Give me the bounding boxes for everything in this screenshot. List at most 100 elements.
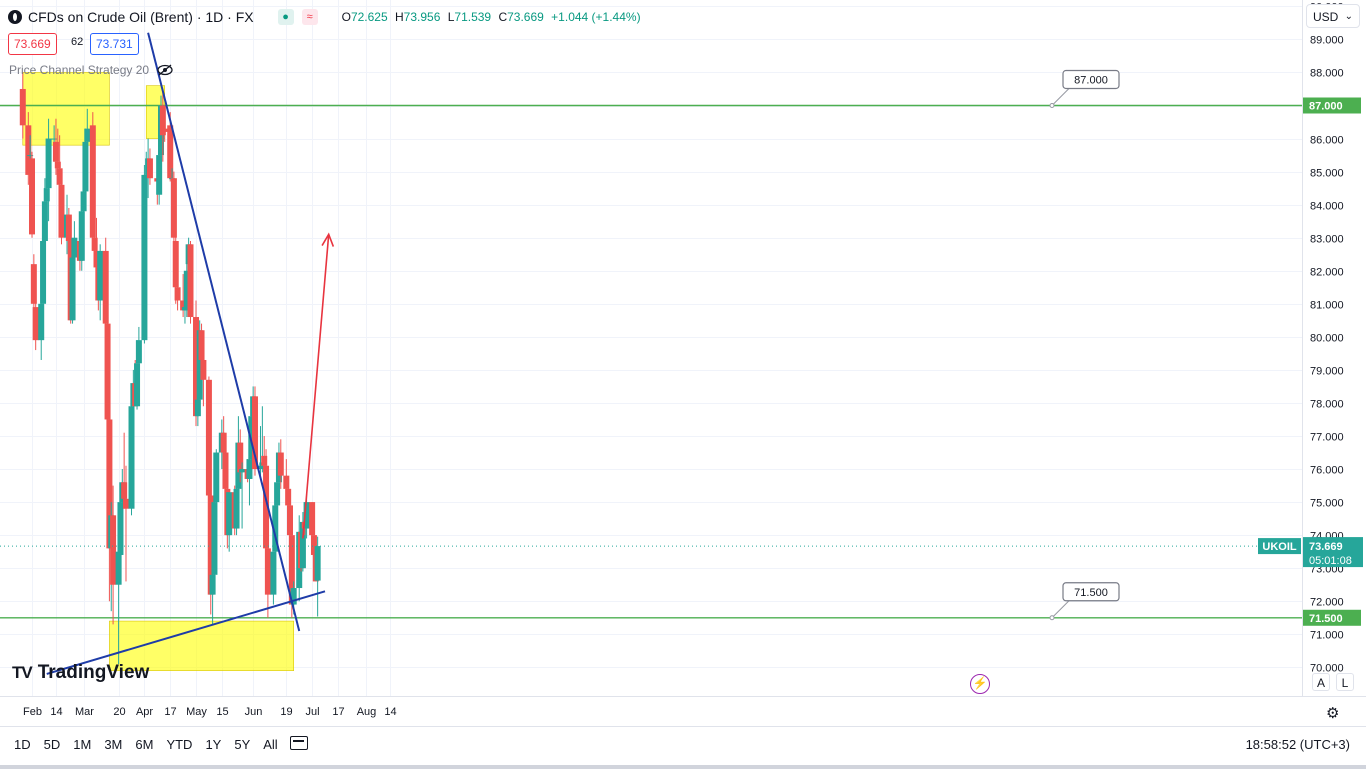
x-tick-label: 15: [216, 706, 228, 718]
candle-up: [115, 551, 122, 585]
candle-down: [161, 128, 168, 132]
candle-down: [54, 161, 61, 169]
symbol-tag: [1258, 538, 1301, 555]
chevron-down-icon: ⌄: [1344, 11, 1353, 22]
symbol-title[interactable]: CFDs on Crude Oil (Brent) · 1D · FX: [28, 9, 254, 25]
y-tick-label: 84.000: [1310, 201, 1344, 213]
candle-down: [287, 505, 293, 536]
tradingview-logo[interactable]: TV TradingView: [12, 662, 149, 684]
candle-down: [187, 244, 194, 318]
candle-down: [193, 317, 200, 417]
log-scale-button[interactable]: L: [1336, 673, 1354, 691]
candle-up: [239, 469, 246, 473]
callout-anchor: [1049, 615, 1055, 621]
candle-up: [314, 546, 321, 581]
candle-down: [220, 432, 227, 453]
candle-down: [251, 396, 258, 470]
current-price-label: 73.669: [1309, 541, 1343, 553]
eye-off-icon[interactable]: [157, 64, 173, 76]
range-5d[interactable]: 5D: [43, 737, 61, 752]
y-tick-label: 76.000: [1310, 465, 1344, 477]
candle-up: [135, 340, 142, 364]
callout-box: [1062, 69, 1120, 90]
candle-up: [141, 174, 148, 341]
candle-down: [288, 535, 295, 605]
range-5y[interactable]: 5Y: [234, 737, 251, 752]
candle-down: [56, 168, 63, 185]
candle-down: [25, 125, 32, 175]
settings-gear-icon[interactable]: ⚙: [1326, 705, 1340, 722]
level-axis-label: 87.000: [1309, 101, 1343, 113]
candle-down: [222, 452, 229, 489]
auto-scale-button[interactable]: A: [1312, 673, 1330, 691]
clock[interactable]: 18:58:52 (UTC+3): [1245, 737, 1350, 752]
y-tick-label: 80.000: [1310, 333, 1344, 345]
x-tick-label: Feb: [23, 706, 42, 718]
candle-up: [51, 138, 58, 140]
candle-down: [261, 455, 268, 466]
range-3m[interactable]: 3M: [104, 737, 123, 752]
target-arrow-head: [321, 232, 335, 247]
candle-down: [205, 379, 212, 496]
callout-anchor: [1049, 103, 1055, 108]
x-tick-label: Mar: [75, 706, 94, 718]
candle-up: [40, 241, 47, 304]
tv-logo-icon: TV: [12, 663, 33, 682]
x-tick-label: Apr: [136, 706, 153, 718]
candle-up: [45, 138, 52, 189]
candle-down: [207, 495, 214, 595]
candle-down: [198, 330, 205, 360]
range-ytd[interactable]: YTD: [166, 737, 193, 752]
indicator-visibility-icon[interactable]: ●: [277, 9, 294, 25]
range-all[interactable]: All: [263, 737, 278, 752]
sell-button[interactable]: 73.669: [8, 33, 57, 55]
range-1d[interactable]: 1D: [14, 737, 31, 752]
y-tick-label: 78.000: [1310, 399, 1344, 411]
countdown-label: 05:01:08: [1309, 555, 1352, 567]
candle-up: [156, 155, 163, 195]
y-tick-label: 88.000: [1310, 68, 1344, 80]
candle-down: [93, 250, 100, 268]
range-1m[interactable]: 1M: [73, 737, 92, 752]
high-value: 73.956: [403, 10, 441, 24]
level-axis-label: 71.500: [1309, 613, 1343, 625]
callout-pointer: [1051, 600, 1070, 619]
callout-pointer: [1051, 88, 1070, 106]
indicator-wave-icon[interactable]: ≈: [301, 9, 318, 25]
target-arrow-line: [302, 234, 330, 539]
candle-down: [58, 184, 65, 238]
candle-up: [194, 399, 201, 417]
candle-up: [209, 574, 216, 595]
y-tick-label: 71.000: [1310, 630, 1344, 642]
candle-down: [172, 241, 179, 288]
range-6m[interactable]: 6M: [135, 737, 154, 752]
current-price-badge: [1303, 537, 1363, 568]
candle-up: [226, 492, 233, 536]
candle-up: [213, 452, 220, 503]
candle-up: [257, 465, 264, 470]
candle-down: [180, 300, 187, 311]
candle-down: [19, 88, 26, 126]
buy-button[interactable]: 73.731: [90, 33, 139, 55]
candle-up: [82, 141, 89, 192]
y-tick-label: 86.000: [1310, 135, 1344, 147]
candle-up: [246, 459, 253, 479]
lightning-icon[interactable]: ⚡: [970, 674, 990, 694]
x-tick-label: Jun: [245, 706, 263, 718]
indicator-legend[interactable]: Price Channel Strategy 20: [9, 63, 173, 77]
candle-down: [283, 475, 290, 489]
spread-value: 62: [71, 36, 84, 48]
candle-up: [27, 155, 34, 157]
candle-down: [32, 307, 39, 341]
x-tick-label: 17: [332, 706, 344, 718]
trendline-support: [46, 590, 326, 675]
callout-box: [1062, 582, 1120, 602]
calendar-icon[interactable]: [290, 736, 308, 750]
candle-down: [200, 359, 207, 380]
range-buttons: 1D 5D 1M 3M 6M YTD 1Y 5Y All: [14, 737, 291, 752]
range-1y[interactable]: 1Y: [205, 737, 222, 752]
bottom-toolbar: 1D 5D 1M 3M 6M YTD 1Y 5Y All 18:58:52 (U…: [0, 726, 1366, 769]
price-chart[interactable]: 70.00071.00072.00073.00074.00075.00076.0…: [0, 0, 1366, 726]
candle-down: [102, 250, 109, 324]
currency-select[interactable]: USD ⌄: [1306, 4, 1360, 28]
